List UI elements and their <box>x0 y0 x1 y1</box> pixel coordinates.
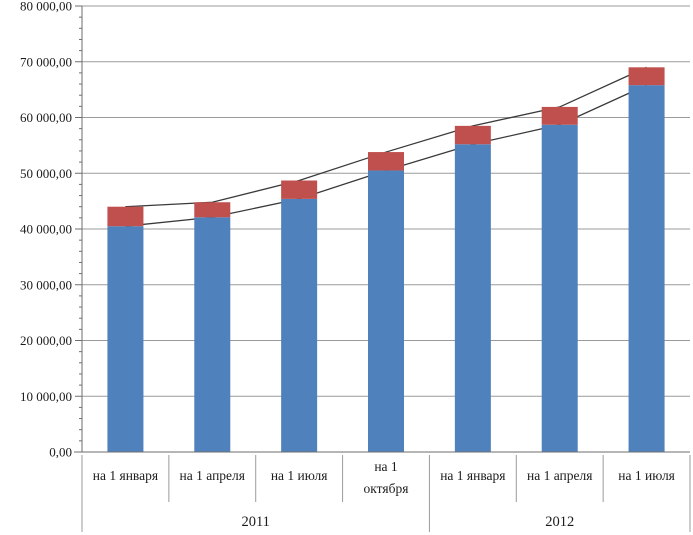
bar-top-segment <box>628 67 665 86</box>
bar-base-segment <box>628 85 665 452</box>
x-category-label: на 1 января <box>93 468 158 483</box>
bar-top-segment <box>541 106 578 125</box>
x-category-label: на 1 апреля <box>527 468 592 483</box>
year-group-label: 2012 <box>545 514 574 530</box>
bar-base-segment <box>454 144 491 452</box>
y-axis-tick-label: 70 000,00 <box>20 54 72 69</box>
bar-base-segment <box>368 170 404 452</box>
y-axis-tick-label: 50 000,00 <box>20 166 72 181</box>
x-category-label: на 1 января <box>440 468 505 483</box>
x-category-label-line: на 1 <box>374 459 397 474</box>
y-axis-tick-label: 20 000,00 <box>20 333 72 348</box>
bar-top-segment <box>368 152 404 171</box>
bar-base-segment <box>107 226 144 452</box>
x-category-label: на 1 июля <box>271 468 328 483</box>
year-group-label: 2011 <box>241 514 269 530</box>
bar-base-segment <box>281 198 318 452</box>
bar-base-segment <box>541 124 578 452</box>
bar-top-segment <box>194 202 231 218</box>
y-axis-tick-label: 30 000,00 <box>20 277 72 292</box>
x-category-label: на 1 июля <box>618 468 675 483</box>
y-axis-tick-label: 10 000,00 <box>20 389 72 404</box>
y-axis-tick-label: 40 000,00 <box>20 222 72 237</box>
bar-top-segment <box>281 180 318 199</box>
x-category-label: на 1 апреля <box>180 468 245 483</box>
x-category-label-line: октября <box>364 481 409 496</box>
y-axis-tick-label: 60 000,00 <box>20 110 72 125</box>
bar-base-segment <box>194 217 231 452</box>
y-axis-tick-label: 80 000,00 <box>20 0 72 14</box>
bar-top-segment <box>454 125 491 145</box>
bar-top-segment <box>107 206 144 227</box>
y-axis-tick-label: 0,00 <box>49 445 72 460</box>
